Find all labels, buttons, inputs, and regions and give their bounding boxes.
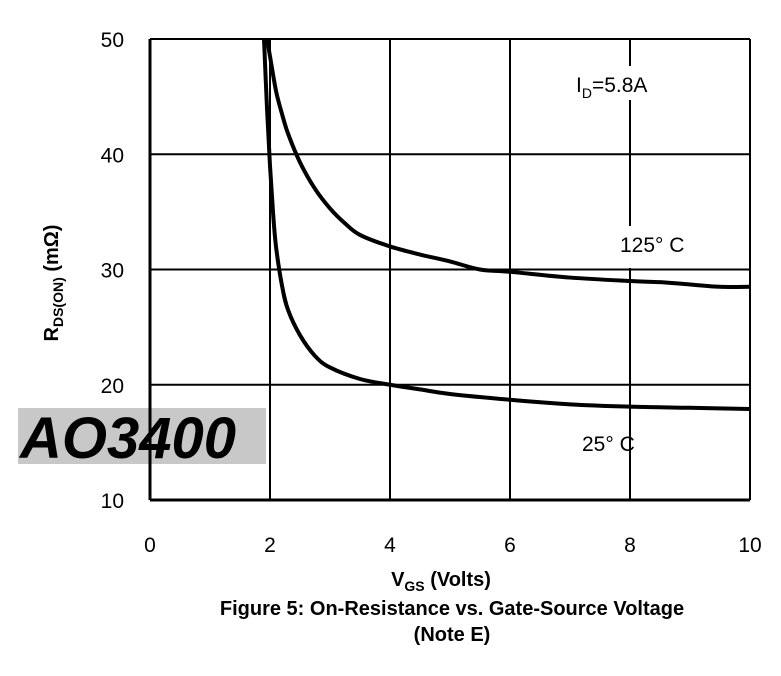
tick-labels: 0 2 4 6 8 10 10 20 30 40 50 xyxy=(101,29,762,557)
annotation-current: ID=5.8A xyxy=(576,74,647,101)
figure-note: (Note E) xyxy=(413,624,491,646)
x-axis-title: VGS (Volts) xyxy=(391,569,491,594)
y-tick-label: 20 xyxy=(101,375,124,398)
series-line-25c xyxy=(262,38,751,411)
y-tick-label: 10 xyxy=(101,490,124,513)
series-line-125c xyxy=(265,38,751,289)
watermark-bg xyxy=(18,408,266,464)
x-tick-label: 6 xyxy=(504,534,516,557)
y-tick-label: 30 xyxy=(101,260,124,283)
x-tick-label: 2 xyxy=(264,534,276,557)
y-axis-title: RDS(ON) (mΩ) xyxy=(41,225,66,342)
y-tick-label: 40 xyxy=(101,144,124,167)
watermark-text: AO3400 xyxy=(18,406,236,471)
series-label-25c: 25° C xyxy=(582,433,635,456)
annot-125-bg xyxy=(614,226,744,268)
x-tick-label: 8 xyxy=(624,534,636,557)
figure-caption: Figure 5: On-Resistance vs. Gate-Source … xyxy=(219,598,685,620)
series-layer xyxy=(262,38,751,411)
x-tick-label: 4 xyxy=(384,534,396,557)
y-tick-label: 50 xyxy=(101,29,124,52)
series-label-125c: 125° C xyxy=(620,234,684,257)
annot-current-bg xyxy=(568,66,678,100)
x-tick-label: 10 xyxy=(738,534,761,557)
x-tick-label: 0 xyxy=(144,534,156,557)
